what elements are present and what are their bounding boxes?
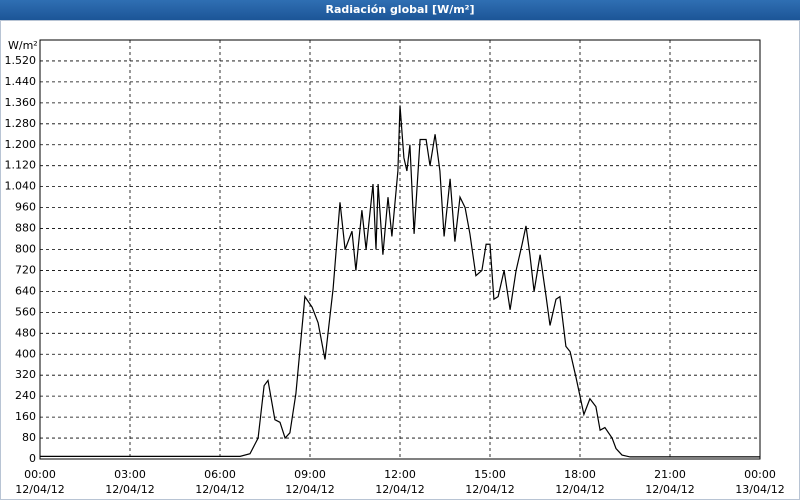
y-tick-label: 1.520 — [5, 54, 37, 67]
x-tick-date: 12/04/12 — [465, 483, 514, 496]
y-tick-label: 400 — [15, 347, 36, 360]
x-tick-label: 18:00 — [564, 468, 596, 481]
x-tick-label: 06:00 — [204, 468, 236, 481]
x-tick-date: 12/04/12 — [285, 483, 334, 496]
x-tick-date: 12/04/12 — [15, 483, 64, 496]
y-tick-label: 800 — [15, 243, 36, 256]
x-tick-date: 12/04/12 — [375, 483, 424, 496]
y-tick-label: 320 — [15, 368, 36, 381]
y-tick-label: 720 — [15, 263, 36, 276]
chart: W/m² 0 80 160 240 320 400 480 560 640 720 800 880 96… — [0, 20, 800, 500]
x-tick-label: 09:00 — [294, 468, 326, 481]
y-tick-label: 560 — [15, 305, 36, 318]
y-tick-label: 240 — [15, 389, 36, 402]
y-tick-label: 480 — [15, 326, 36, 339]
y-tick-label: 880 — [15, 222, 36, 235]
y-tick-label: 1.360 — [5, 96, 37, 109]
y-axis-label: W/m² — [8, 39, 38, 52]
x-tick-label: 15:00 — [474, 468, 506, 481]
x-tick-date: 12/04/12 — [555, 483, 604, 496]
x-tick-date: 12/04/12 — [645, 483, 694, 496]
y-tick-label: 960 — [15, 201, 36, 214]
x-tick-date: 12/04/12 — [195, 483, 244, 496]
data-line — [40, 105, 760, 458]
y-tick-label: 80 — [22, 431, 36, 444]
y-tick-label: 1.200 — [5, 138, 37, 151]
y-tick-label: 0 — [29, 452, 36, 465]
x-tick-label: 12:00 — [384, 468, 416, 481]
x-tick-label: 21:00 — [654, 468, 686, 481]
y-tick-label: 1.120 — [5, 159, 37, 172]
window-title: Radiación global [W/m²] — [0, 0, 800, 20]
y-tick-label: 1.440 — [5, 75, 37, 88]
y-tick-label: 640 — [15, 284, 36, 297]
x-tick-label: 03:00 — [114, 468, 146, 481]
x-tick-date: 12/04/12 — [105, 483, 154, 496]
y-tick-label: 1.280 — [5, 117, 37, 130]
y-tick-label: 160 — [15, 410, 36, 423]
x-tick-date: 13/04/12 — [735, 483, 784, 496]
y-tick-label: 1.040 — [5, 180, 37, 193]
x-tick-label: 00:00 — [24, 468, 56, 481]
plot-frame — [39, 39, 761, 460]
panel — [0, 20, 800, 500]
x-tick-label: 00:00 — [744, 468, 776, 481]
